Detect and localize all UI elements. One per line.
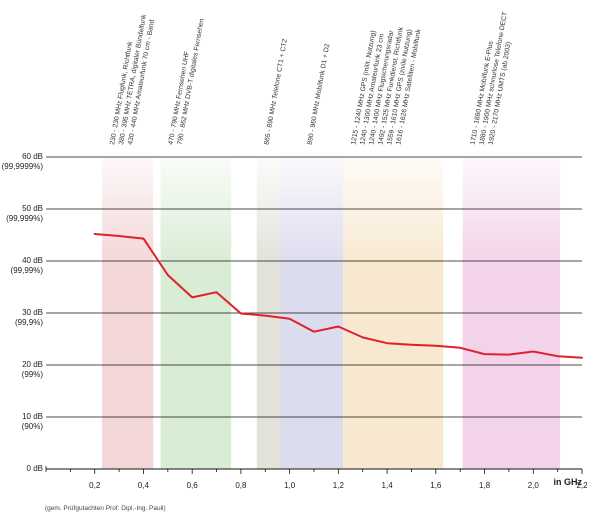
y-axis-labels: 60 dB(99,9999%) 50 dB(99,999%) 40 dB(99,99… [2, 152, 44, 473]
x-tick-label: 0,2 [89, 481, 101, 490]
y-tick-percent: (99,9999%) [2, 162, 44, 171]
x-axis-label: in GHz [554, 477, 583, 487]
y-tick-percent: (90%) [22, 422, 44, 431]
y-tick-label: 30 dB [22, 308, 43, 317]
y-tick-label: 10 dB [22, 412, 43, 421]
x-tick-label: 1,6 [430, 481, 442, 490]
x-tick-label: 1,8 [479, 481, 491, 490]
y-tick-label: 40 dB [22, 256, 43, 265]
x-tick-label: 2,0 [528, 481, 540, 490]
x-tick-label: 1,2 [333, 481, 345, 490]
series-line [93, 233, 583, 359]
y-tick-percent: (99,99%) [11, 266, 44, 275]
x-axis: 0,2 0,4 0,6 0,8 1,0 1,2 1,4 1,6 1,8 2,0 2,2 [45, 466, 588, 490]
x-tick-label: 1,4 [382, 481, 394, 490]
data-series [93, 233, 583, 359]
band-label: 865 - 890 MHz Telefone CT1 + CT2 [263, 38, 289, 145]
y-tick-label: 50 dB [22, 204, 43, 213]
y-tick-percent: (99%) [22, 370, 44, 379]
y-tick-label: 60 dB [22, 152, 43, 161]
footnote: (gem. Prüfgutachten Prof. Dipl.-Ing. Pau… [45, 505, 166, 512]
y-tick-percent: (99,999%) [6, 214, 43, 223]
x-tick-label: 1,0 [284, 481, 296, 490]
x-tick-label: 2,2 [576, 481, 588, 490]
y-tick-label: 0 dB [27, 464, 43, 473]
x-tick-label: 0,4 [138, 481, 150, 490]
y-tick-percent: (99,9%) [15, 318, 43, 327]
band-label: 890 - 960 MHz Mobilfunk D1 + D2 [307, 43, 332, 145]
x-tick-label: 0,8 [235, 481, 247, 490]
y-tick-label: 20 dB [22, 360, 43, 369]
x-tick-label: 0,6 [187, 481, 199, 490]
